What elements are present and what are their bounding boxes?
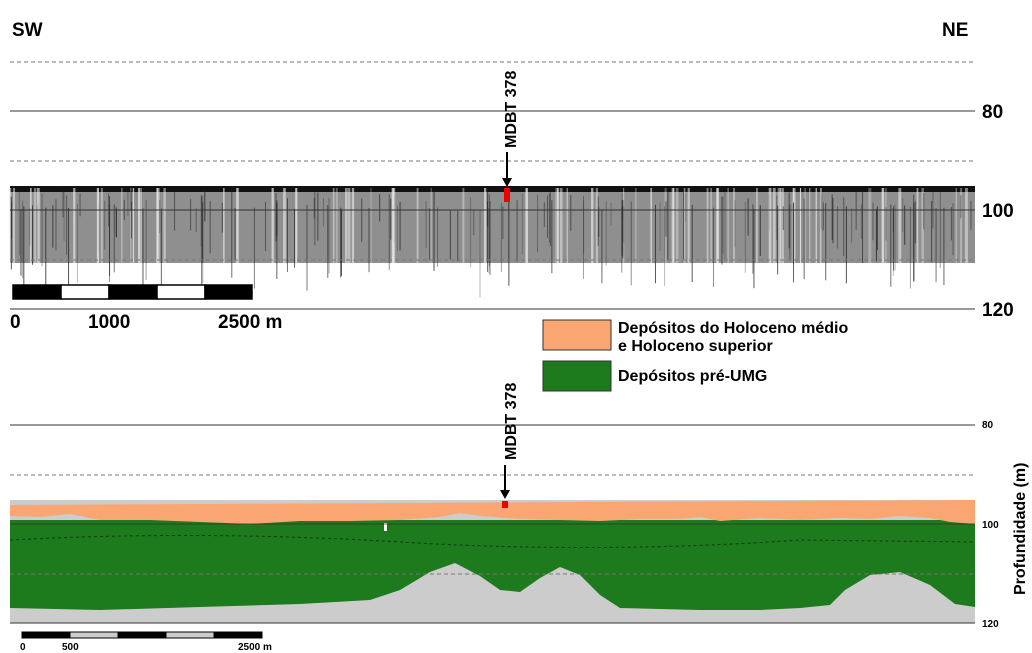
scale-bar (12, 284, 253, 300)
internal-reflector (9, 534, 976, 549)
scale-label: 2500 m (238, 642, 272, 653)
depth-label: 80 (982, 420, 994, 431)
scale-label: 2500 m (218, 312, 282, 333)
depth-label: 100 (982, 201, 1014, 222)
legend-text: e Holoceno superior (618, 338, 773, 355)
scale-label: 1000 (88, 312, 130, 333)
arrow-head (500, 490, 510, 499)
depth-label: 80 (982, 102, 1003, 123)
scale-seg (60, 284, 110, 300)
core-mark (504, 188, 510, 202)
legend-swatch (542, 319, 612, 351)
holocene-deposits (10, 500, 975, 524)
scale-seg (117, 631, 167, 639)
scale-seg (204, 284, 253, 300)
seismic-band (10, 188, 975, 263)
pre-umg-deposits (10, 520, 975, 610)
depth-label: 120 (982, 619, 999, 630)
depth-label: 120 (982, 300, 1014, 321)
orientation-right: NE (942, 20, 968, 41)
scale-seg (165, 631, 215, 639)
legend-text: Depósitos do Holoceno médio (618, 320, 848, 337)
legend-swatch (542, 360, 612, 392)
scale-seg (213, 631, 263, 639)
scale-seg (21, 631, 71, 639)
scale-label: 500 (62, 642, 79, 653)
well-label: MDBT 378 (503, 383, 520, 460)
scale-label: 0 (10, 312, 21, 333)
scale-seg (69, 631, 119, 639)
legend-text: Depósitos pré-UMG (618, 368, 767, 385)
marker (384, 523, 387, 531)
scale-label: 0 (20, 642, 26, 653)
seismic-image (8, 186, 975, 299)
well-label: MDBT 378 (503, 71, 520, 148)
axis-title: Profundidade (m) (1012, 463, 1029, 595)
depth-label: 100 (982, 520, 999, 531)
seafloor-reflector (10, 186, 975, 192)
scale-seg (108, 284, 158, 300)
core-mark (502, 501, 508, 508)
scale-seg (12, 284, 62, 300)
orientation-left: SW (12, 20, 43, 41)
arrow-head (502, 178, 512, 187)
scale-bar (21, 631, 263, 639)
scale-seg (156, 284, 206, 300)
